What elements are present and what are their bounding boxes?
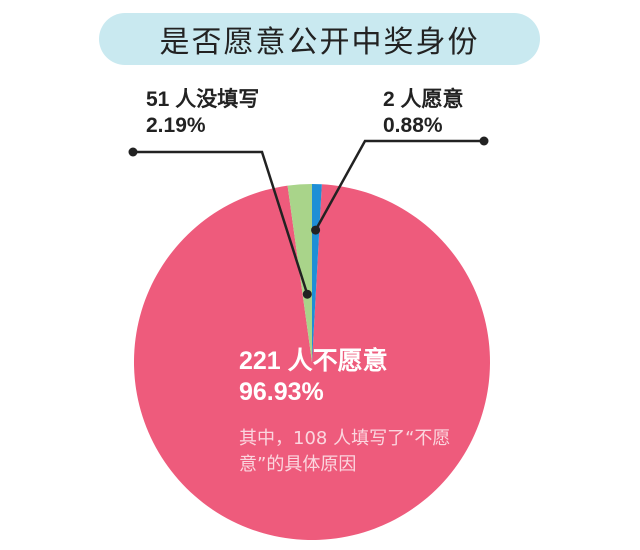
label-willing: 2 人愿意 0.88% (383, 87, 464, 139)
leader-willing (314, 139, 484, 231)
slice-unwilling (133, 184, 490, 540)
label-willing-percent: 0.88% (383, 114, 443, 137)
label-no-fill-count: 51 人没填写 (146, 88, 260, 111)
title-banner: 是否愿意公开中奖身份 (99, 13, 540, 65)
leader-no-fill-dot (128, 147, 138, 157)
annotation-note: 其中，108 人填写了“不愿意”的具体原因 (239, 428, 451, 475)
leader-no-fill (133, 150, 309, 295)
chart-title: 是否愿意公开中奖身份 (159, 25, 480, 60)
label-willing-count: 2 人愿意 (383, 88, 464, 111)
leader-no-fill-end-dot (302, 289, 312, 299)
label-unwilling: 221 人不愿意 96.93% (239, 346, 388, 408)
label-no-fill: 51 人没填写 2.19% (146, 87, 259, 139)
label-unwilling-count: 221 人不愿意 (239, 347, 388, 375)
label-no-fill-percent: 2.19% (146, 114, 206, 137)
leader-willing-dot (479, 136, 489, 146)
leader-willing-end-dot (311, 225, 321, 235)
label-unwilling-percent: 96.93% (239, 378, 324, 406)
